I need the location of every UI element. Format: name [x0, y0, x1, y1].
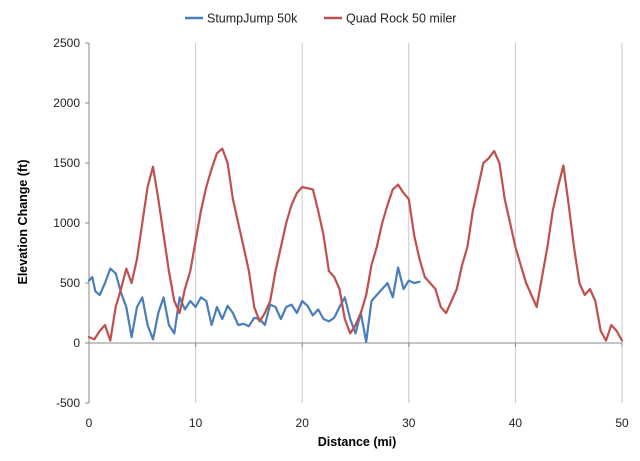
- x-axis-title: Distance (mi): [318, 435, 397, 449]
- axes: [85, 42, 623, 404]
- legend-label-quad-rock: Quad Rock 50 miler: [346, 12, 456, 26]
- x-tick-label-4: 40: [509, 416, 523, 430]
- y-tick-label-1: 0: [73, 336, 80, 350]
- y-tick-label-2: 500: [60, 276, 80, 290]
- x-tick-label-3: 30: [402, 416, 416, 430]
- y-tick-label-3: 1000: [53, 216, 80, 230]
- x-tick-label-5: 50: [615, 416, 629, 430]
- grid-lines: [195, 43, 623, 403]
- legend-label-stumpjump: StumpJump 50k: [207, 12, 298, 26]
- series-lines: [87, 147, 624, 343]
- legend: StumpJump 50k Quad Rock 50 miler: [185, 12, 456, 26]
- y-tick-label-4: 1500: [53, 156, 80, 170]
- x-tick-label-1: 10: [189, 416, 203, 430]
- tick-labels: -500 0 500 1000 1500 2000 2500 0 10 20 30 40 50: [53, 36, 629, 430]
- series-line-1: [87, 147, 624, 342]
- y-axis-title: Elevation Change (ft): [16, 159, 30, 284]
- y-tick-label-6: 2500: [53, 36, 80, 50]
- y-tick-label-0: -500: [56, 396, 80, 410]
- series-line-0: [87, 266, 421, 343]
- x-tick-label-2: 20: [296, 416, 310, 430]
- x-tick-label-0: 0: [86, 416, 93, 430]
- y-tick-label-5: 2000: [53, 96, 80, 110]
